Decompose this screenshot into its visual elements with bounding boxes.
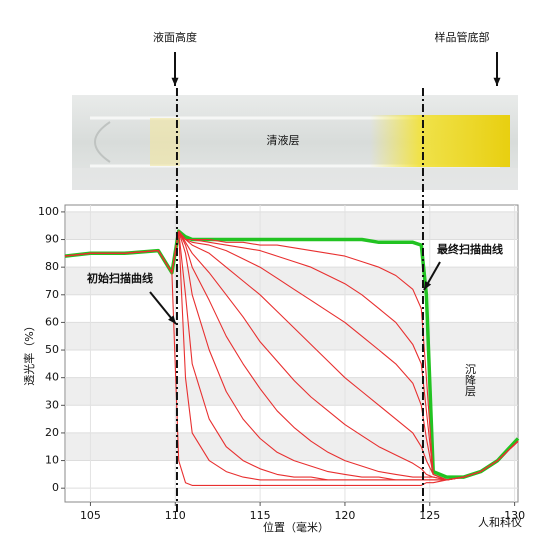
grid-band xyxy=(66,211,517,240)
watermark: 人和科仪 xyxy=(478,515,522,529)
y-tick-label: 20 xyxy=(45,426,59,439)
label-final-scan: 最终扫描曲线 xyxy=(437,242,503,256)
grid-band xyxy=(66,377,517,406)
x-tick-label: 130 xyxy=(504,509,525,522)
x-tick-label: 125 xyxy=(419,509,440,522)
y-tick-label: 100 xyxy=(38,205,59,218)
tube-photo xyxy=(72,95,518,190)
curve xyxy=(64,230,519,481)
x-axis-label: 位置（毫米） xyxy=(263,520,329,534)
x-tick-label: 120 xyxy=(334,509,355,522)
y-tick-label: 60 xyxy=(45,315,59,328)
x-tick-label: 105 xyxy=(80,509,101,522)
label-sediment: 沉降层 xyxy=(464,363,477,397)
y-tick-label: 70 xyxy=(45,288,59,301)
y-axis-label: 透光率（%） xyxy=(22,320,36,385)
label-liquid-level: 液面高度 xyxy=(153,30,197,44)
y-tick-label: 10 xyxy=(45,454,59,467)
arrow-head xyxy=(168,315,176,324)
y-tick-label: 40 xyxy=(45,371,59,384)
x-tick-label: 110 xyxy=(165,509,186,522)
grid-band xyxy=(66,267,517,295)
y-tick-label: 30 xyxy=(45,398,59,411)
grid-band xyxy=(66,432,517,461)
arrow-head xyxy=(493,77,501,86)
label-initial-scan: 初始扫描曲线 xyxy=(87,271,153,285)
label-tube-bottom: 样品管底部 xyxy=(435,30,490,44)
y-tick-label: 90 xyxy=(45,233,59,246)
arrow-head xyxy=(424,281,432,290)
grid-band xyxy=(66,322,517,351)
label-clear-layer: 清液层 xyxy=(267,133,300,147)
arrow-head xyxy=(171,77,179,86)
y-tick-label: 80 xyxy=(45,260,59,273)
y-tick-label: 50 xyxy=(45,343,59,356)
x-tick-label: 115 xyxy=(250,509,271,522)
y-tick-label: 0 xyxy=(52,481,59,494)
